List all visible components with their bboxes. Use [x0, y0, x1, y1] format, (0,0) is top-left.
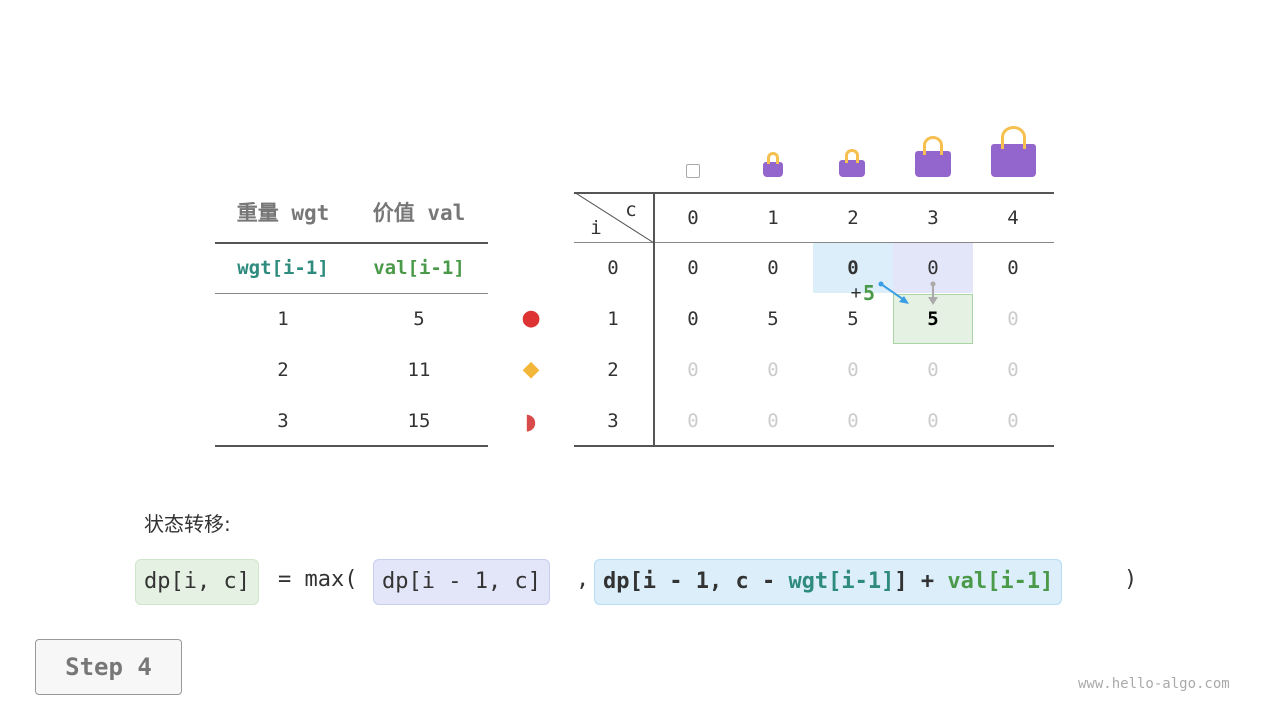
divider — [653, 192, 655, 446]
header-wgt: 重量 wgt — [236, 201, 330, 225]
wgt-cell: 1 — [277, 308, 289, 330]
bag-icon — [839, 149, 865, 177]
subheader-val: val[i-1] — [373, 257, 465, 279]
divider — [215, 445, 488, 447]
pineapple-icon: ◆ — [522, 351, 540, 385]
formula-arg1: dp[i - 1, c] — [373, 559, 550, 605]
arg2-val: val[i-1] — [947, 569, 1054, 594]
dp-cell: 0 — [1007, 308, 1019, 330]
formula-lhs: dp[i, c] — [135, 559, 259, 605]
dp-cell: 0 — [687, 257, 699, 279]
corner-i: i — [590, 217, 602, 239]
bag-icon — [915, 136, 951, 177]
dp-cell: 0 — [847, 359, 859, 381]
dp-cell: 0 — [1007, 257, 1019, 279]
divider — [215, 242, 488, 244]
dp-cell: 0 — [767, 359, 779, 381]
step-button[interactable]: Step 4 — [35, 639, 182, 695]
dp-cell: 0 — [687, 359, 699, 381]
col-header: 2 — [847, 207, 859, 229]
row-header: 3 — [607, 410, 619, 432]
watermark: www.hello-algo.com — [1078, 676, 1230, 692]
plus-value: 5 — [862, 281, 876, 305]
arg2-part: dp[i - 1, c - — [603, 569, 789, 594]
wgt-cell: 2 — [277, 359, 289, 381]
bag-icon — [763, 152, 783, 177]
col-header: 1 — [767, 207, 779, 229]
header-val: 价值 val — [372, 201, 466, 225]
row-header: 0 — [607, 257, 619, 279]
dp-cell: 0 — [847, 257, 859, 279]
row-header: 2 — [607, 359, 619, 381]
dp-cell: 0 — [847, 410, 859, 432]
divider — [215, 293, 488, 294]
val-cell: 11 — [407, 359, 431, 381]
bag-icon — [991, 126, 1036, 177]
formula-max: = max( — [278, 567, 358, 592]
dp-cell: 0 — [767, 410, 779, 432]
dp-cell: 5 — [767, 308, 779, 330]
apple-icon: ● — [522, 300, 540, 334]
col-header: 0 — [687, 207, 699, 229]
divider — [574, 242, 1054, 243]
divider — [574, 445, 1054, 447]
dp-cell: 0 — [767, 257, 779, 279]
dp-cell: 0 — [687, 308, 699, 330]
col-header: 4 — [1007, 207, 1019, 229]
dp-cell: 0 — [927, 359, 939, 381]
formula-close: ) — [1124, 567, 1138, 592]
dp-cell: 5 — [927, 308, 939, 330]
row-header: 1 — [607, 308, 619, 330]
corner-diagonal — [574, 192, 654, 244]
watermelon-icon: ◗ — [522, 404, 540, 438]
wgt-cell: 3 — [277, 410, 289, 432]
divider — [574, 192, 1054, 194]
dp-cell: 0 — [927, 410, 939, 432]
empty-bag-icon — [686, 164, 700, 178]
dp-cell: 0 — [1007, 359, 1019, 381]
dp-cell: 0 — [687, 410, 699, 432]
transition-arrows — [878, 281, 938, 305]
corner-c: c — [625, 199, 637, 221]
plus-sign: + — [850, 282, 862, 304]
subheader-wgt: wgt[i-1] — [237, 257, 329, 279]
formula-label: 状态转移: — [144, 512, 231, 536]
formula-arg2: dp[i - 1, c - wgt[i-1]] + val[i-1] — [594, 559, 1063, 605]
arg2-wgt: wgt[i-1] — [788, 569, 895, 594]
val-cell: 5 — [413, 308, 425, 330]
arg2-part: ] + — [894, 569, 948, 594]
val-cell: 15 — [407, 410, 431, 432]
dp-cell: 0 — [1007, 410, 1019, 432]
col-header: 3 — [927, 207, 939, 229]
formula-comma: , — [576, 567, 590, 592]
dp-cell: 5 — [847, 308, 859, 330]
dp-cell: 0 — [927, 257, 939, 279]
